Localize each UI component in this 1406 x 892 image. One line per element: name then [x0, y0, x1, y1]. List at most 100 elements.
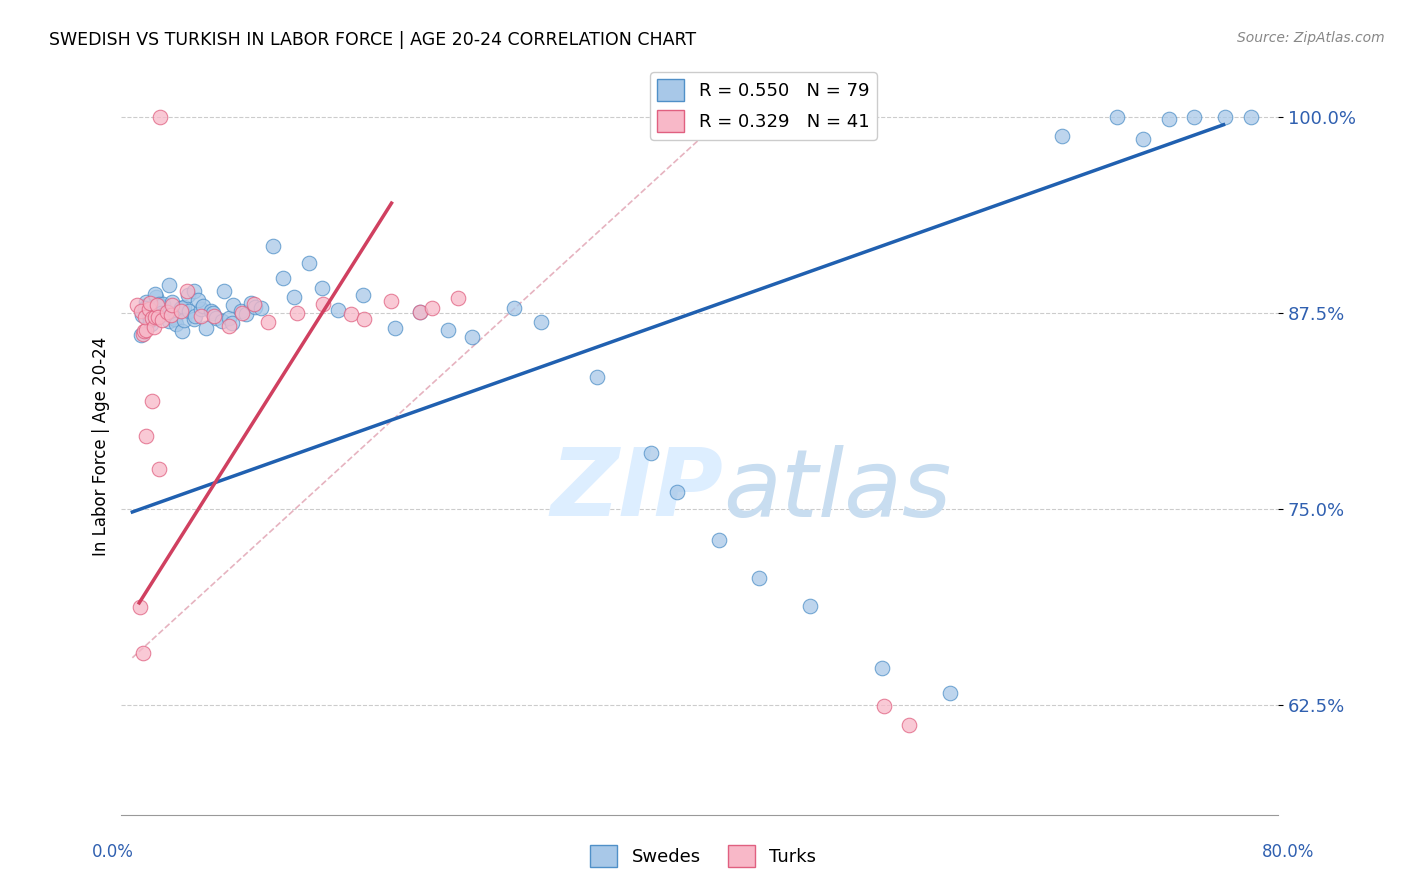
Point — [240, 296, 263, 310]
Point — [447, 291, 470, 305]
Point — [142, 320, 165, 334]
Point — [352, 288, 374, 302]
Point — [148, 297, 170, 311]
Point — [163, 311, 186, 326]
Point — [202, 309, 225, 323]
Point — [187, 293, 209, 307]
Point — [218, 318, 240, 333]
Point — [131, 308, 153, 322]
Text: ZIP: ZIP — [550, 444, 723, 536]
Point — [141, 394, 163, 409]
Point — [165, 317, 187, 331]
Point — [709, 533, 731, 548]
Point — [190, 302, 212, 317]
Point — [138, 295, 160, 310]
Point — [183, 311, 205, 326]
Point — [143, 310, 166, 324]
Point — [666, 484, 689, 499]
Point — [183, 310, 205, 324]
Point — [1240, 110, 1263, 124]
Point — [138, 302, 160, 317]
Point — [340, 308, 363, 322]
Point — [897, 718, 920, 732]
Point — [748, 571, 770, 585]
Text: 80.0%: 80.0% — [1263, 843, 1315, 861]
Point — [128, 599, 150, 614]
Point — [125, 298, 148, 312]
Point — [221, 317, 243, 331]
Point — [153, 307, 176, 321]
Point — [799, 599, 821, 614]
Point — [353, 312, 375, 326]
Point — [146, 298, 169, 312]
Point — [143, 286, 166, 301]
Point — [328, 303, 350, 318]
Point — [640, 446, 662, 460]
Point — [134, 310, 156, 325]
Point — [285, 306, 308, 320]
Point — [384, 321, 406, 335]
Point — [200, 303, 222, 318]
Point — [134, 301, 156, 315]
Point — [461, 330, 484, 344]
Point — [380, 293, 402, 308]
Point — [436, 323, 458, 337]
Point — [872, 661, 894, 675]
Point — [243, 297, 266, 311]
Point — [135, 323, 157, 337]
Point — [939, 686, 962, 700]
Point — [1105, 110, 1128, 124]
Point — [256, 315, 278, 329]
Point — [148, 310, 170, 324]
Point — [176, 284, 198, 298]
Text: 0.0%: 0.0% — [91, 843, 134, 861]
Point — [170, 301, 193, 315]
Point — [312, 297, 335, 311]
Point — [173, 300, 195, 314]
Point — [141, 311, 163, 326]
Point — [172, 324, 194, 338]
Point — [408, 304, 430, 318]
Legend: R = 0.550   N = 79, R = 0.329   N = 41: R = 0.550 N = 79, R = 0.329 N = 41 — [650, 72, 877, 139]
Point — [157, 314, 180, 328]
Point — [132, 324, 155, 338]
Point — [408, 305, 430, 319]
Point — [149, 299, 172, 313]
Point — [1213, 110, 1236, 124]
Point — [160, 308, 183, 322]
Point — [1050, 129, 1073, 144]
Text: Source: ZipAtlas.com: Source: ZipAtlas.com — [1237, 31, 1385, 45]
Point — [195, 321, 218, 335]
Point — [283, 290, 305, 304]
Point — [298, 255, 321, 269]
Point — [145, 290, 167, 304]
Point — [211, 314, 233, 328]
Point — [311, 281, 333, 295]
Point — [218, 310, 240, 325]
Point — [152, 297, 174, 311]
Y-axis label: In Labor Force | Age 20-24: In Labor Force | Age 20-24 — [93, 336, 110, 556]
Point — [1132, 132, 1154, 146]
Point — [162, 295, 184, 310]
Point — [135, 429, 157, 443]
Legend: Swedes, Turks: Swedes, Turks — [582, 838, 824, 874]
Text: SWEDISH VS TURKISH IN LABOR FORCE | AGE 20-24 CORRELATION CHART: SWEDISH VS TURKISH IN LABOR FORCE | AGE … — [49, 31, 696, 49]
Point — [149, 110, 172, 124]
Point — [214, 284, 236, 298]
Point — [129, 328, 152, 343]
Point — [502, 301, 524, 315]
Point — [191, 299, 214, 313]
Point — [162, 298, 184, 312]
Point — [177, 288, 200, 302]
Point — [131, 646, 153, 660]
Point — [135, 294, 157, 309]
Point — [173, 313, 195, 327]
Point — [150, 306, 173, 320]
Point — [138, 308, 160, 322]
Point — [135, 298, 157, 312]
Point — [169, 303, 191, 318]
Point — [586, 370, 609, 384]
Point — [156, 305, 179, 319]
Point — [131, 304, 153, 318]
Point — [202, 305, 225, 319]
